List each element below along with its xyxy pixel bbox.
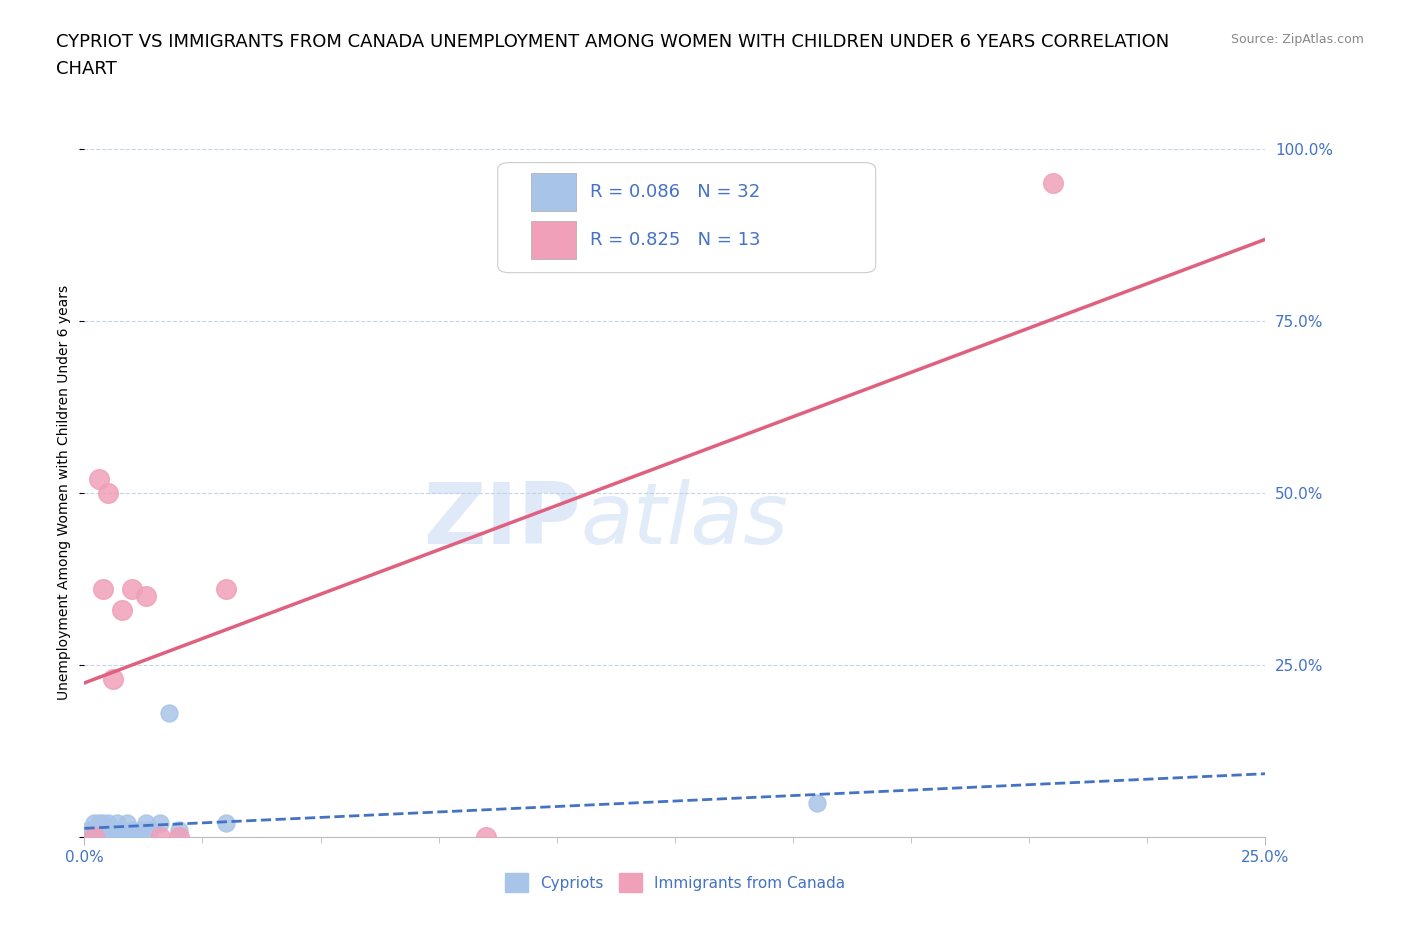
- Point: [101, 823, 124, 838]
- Point: [91, 582, 114, 597]
- Point: [77, 830, 100, 844]
- Point: [77, 823, 100, 838]
- Bar: [531, 173, 575, 211]
- Y-axis label: Unemployment Among Women with Children Under 6 years: Unemployment Among Women with Children U…: [58, 286, 72, 700]
- Point: [111, 830, 134, 844]
- Point: [97, 816, 120, 830]
- Text: R = 0.825   N = 13: R = 0.825 N = 13: [591, 232, 761, 249]
- Point: [1042, 176, 1064, 191]
- Point: [97, 830, 120, 844]
- Point: [111, 823, 134, 838]
- Point: [73, 830, 96, 844]
- Point: [87, 830, 110, 844]
- Bar: [531, 221, 575, 259]
- Text: R = 0.086   N = 32: R = 0.086 N = 32: [591, 183, 761, 201]
- Point: [87, 816, 110, 830]
- Point: [806, 795, 828, 810]
- Text: Source: ZipAtlas.com: Source: ZipAtlas.com: [1230, 33, 1364, 46]
- Point: [97, 485, 120, 500]
- Point: [135, 589, 157, 604]
- Point: [167, 830, 190, 844]
- Text: CYPRIOT VS IMMIGRANTS FROM CANADA UNEMPLOYMENT AMONG WOMEN WITH CHILDREN UNDER 6: CYPRIOT VS IMMIGRANTS FROM CANADA UNEMPL…: [56, 33, 1170, 50]
- Text: ZIP: ZIP: [423, 479, 581, 562]
- Text: CHART: CHART: [56, 60, 117, 78]
- Point: [121, 823, 143, 838]
- Point: [115, 816, 138, 830]
- Point: [97, 823, 120, 838]
- Point: [167, 823, 190, 838]
- Point: [111, 603, 134, 618]
- Point: [149, 816, 172, 830]
- Point: [157, 706, 180, 721]
- Point: [87, 472, 110, 486]
- Point: [83, 830, 105, 844]
- Point: [215, 582, 238, 597]
- Text: atlas: atlas: [581, 479, 789, 562]
- Point: [107, 816, 129, 830]
- Point: [135, 816, 157, 830]
- Point: [149, 830, 172, 844]
- Point: [125, 830, 148, 844]
- Point: [101, 671, 124, 686]
- Point: [139, 823, 162, 838]
- Point: [83, 823, 105, 838]
- Point: [121, 830, 143, 844]
- Point: [129, 823, 152, 838]
- Point: [83, 816, 105, 830]
- Point: [91, 816, 114, 830]
- FancyBboxPatch shape: [498, 163, 876, 272]
- Point: [475, 830, 498, 844]
- Point: [87, 823, 110, 838]
- Point: [121, 582, 143, 597]
- Point: [215, 816, 238, 830]
- Point: [91, 823, 114, 838]
- Legend: Cypriots, Immigrants from Canada: Cypriots, Immigrants from Canada: [499, 868, 851, 898]
- Point: [107, 823, 129, 838]
- Point: [83, 830, 105, 844]
- Point: [101, 830, 124, 844]
